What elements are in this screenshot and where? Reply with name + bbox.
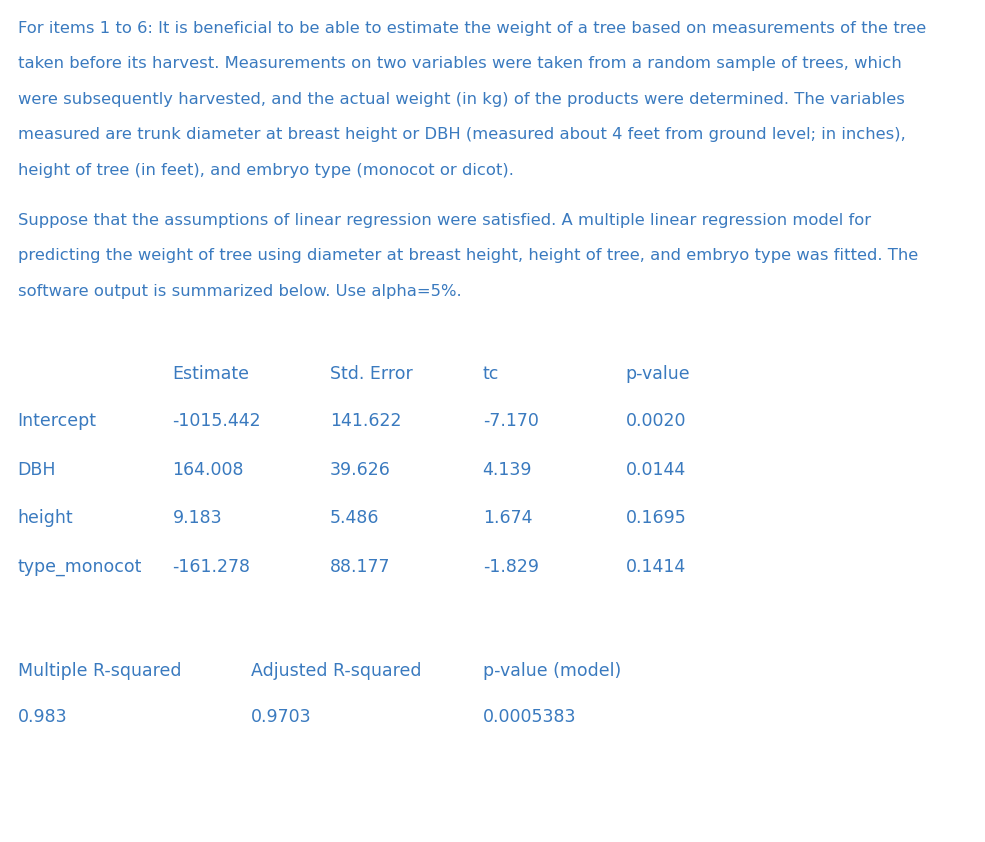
Text: DBH: DBH [18,461,56,478]
Text: 0.1414: 0.1414 [625,558,686,576]
Text: For items 1 to 6: It is beneficial to be able to estimate the weight of a tree b: For items 1 to 6: It is beneficial to be… [18,21,926,36]
Text: measured are trunk diameter at breast height or DBH (measured about 4 feet from : measured are trunk diameter at breast he… [18,127,905,142]
Text: 0.0020: 0.0020 [625,412,686,429]
Text: height of tree (in feet), and embryo type (monocot or dicot).: height of tree (in feet), and embryo typ… [18,163,513,178]
Text: Adjusted R-squared: Adjusted R-squared [251,662,422,679]
Text: p-value: p-value [625,365,690,383]
Text: -161.278: -161.278 [172,558,250,576]
Text: type_monocot: type_monocot [18,558,142,576]
Text: 0.0144: 0.0144 [625,461,686,478]
Text: were subsequently harvested, and the actual weight (in kg) of the products were : were subsequently harvested, and the act… [18,92,904,107]
Text: -1.829: -1.829 [483,558,539,576]
Text: Estimate: Estimate [172,365,249,383]
Text: predicting the weight of tree using diameter at breast height, height of tree, a: predicting the weight of tree using diam… [18,248,918,264]
Text: 0.0005383: 0.0005383 [483,708,576,726]
Text: -1015.442: -1015.442 [172,412,261,429]
Text: 5.486: 5.486 [330,509,379,527]
Text: height: height [18,509,73,527]
Text: 164.008: 164.008 [172,461,244,478]
Text: 1.674: 1.674 [483,509,532,527]
Text: 0.9703: 0.9703 [251,708,312,726]
Text: Intercept: Intercept [18,412,97,429]
Text: tc: tc [483,365,499,383]
Text: 39.626: 39.626 [330,461,391,478]
Text: p-value (model): p-value (model) [483,662,621,679]
Text: -7.170: -7.170 [483,412,539,429]
Text: software output is summarized below. Use alpha=5%.: software output is summarized below. Use… [18,284,461,299]
Text: Suppose that the assumptions of linear regression were satisfied. A multiple lin: Suppose that the assumptions of linear r… [18,213,871,228]
Text: 0.983: 0.983 [18,708,67,726]
Text: 9.183: 9.183 [172,509,222,527]
Text: 4.139: 4.139 [483,461,532,478]
Text: taken before its harvest. Measurements on two variables were taken from a random: taken before its harvest. Measurements o… [18,56,901,72]
Text: 88.177: 88.177 [330,558,390,576]
Text: Std. Error: Std. Error [330,365,413,383]
Text: 141.622: 141.622 [330,412,402,429]
Text: 0.1695: 0.1695 [625,509,687,527]
Text: Multiple R-squared: Multiple R-squared [18,662,181,679]
